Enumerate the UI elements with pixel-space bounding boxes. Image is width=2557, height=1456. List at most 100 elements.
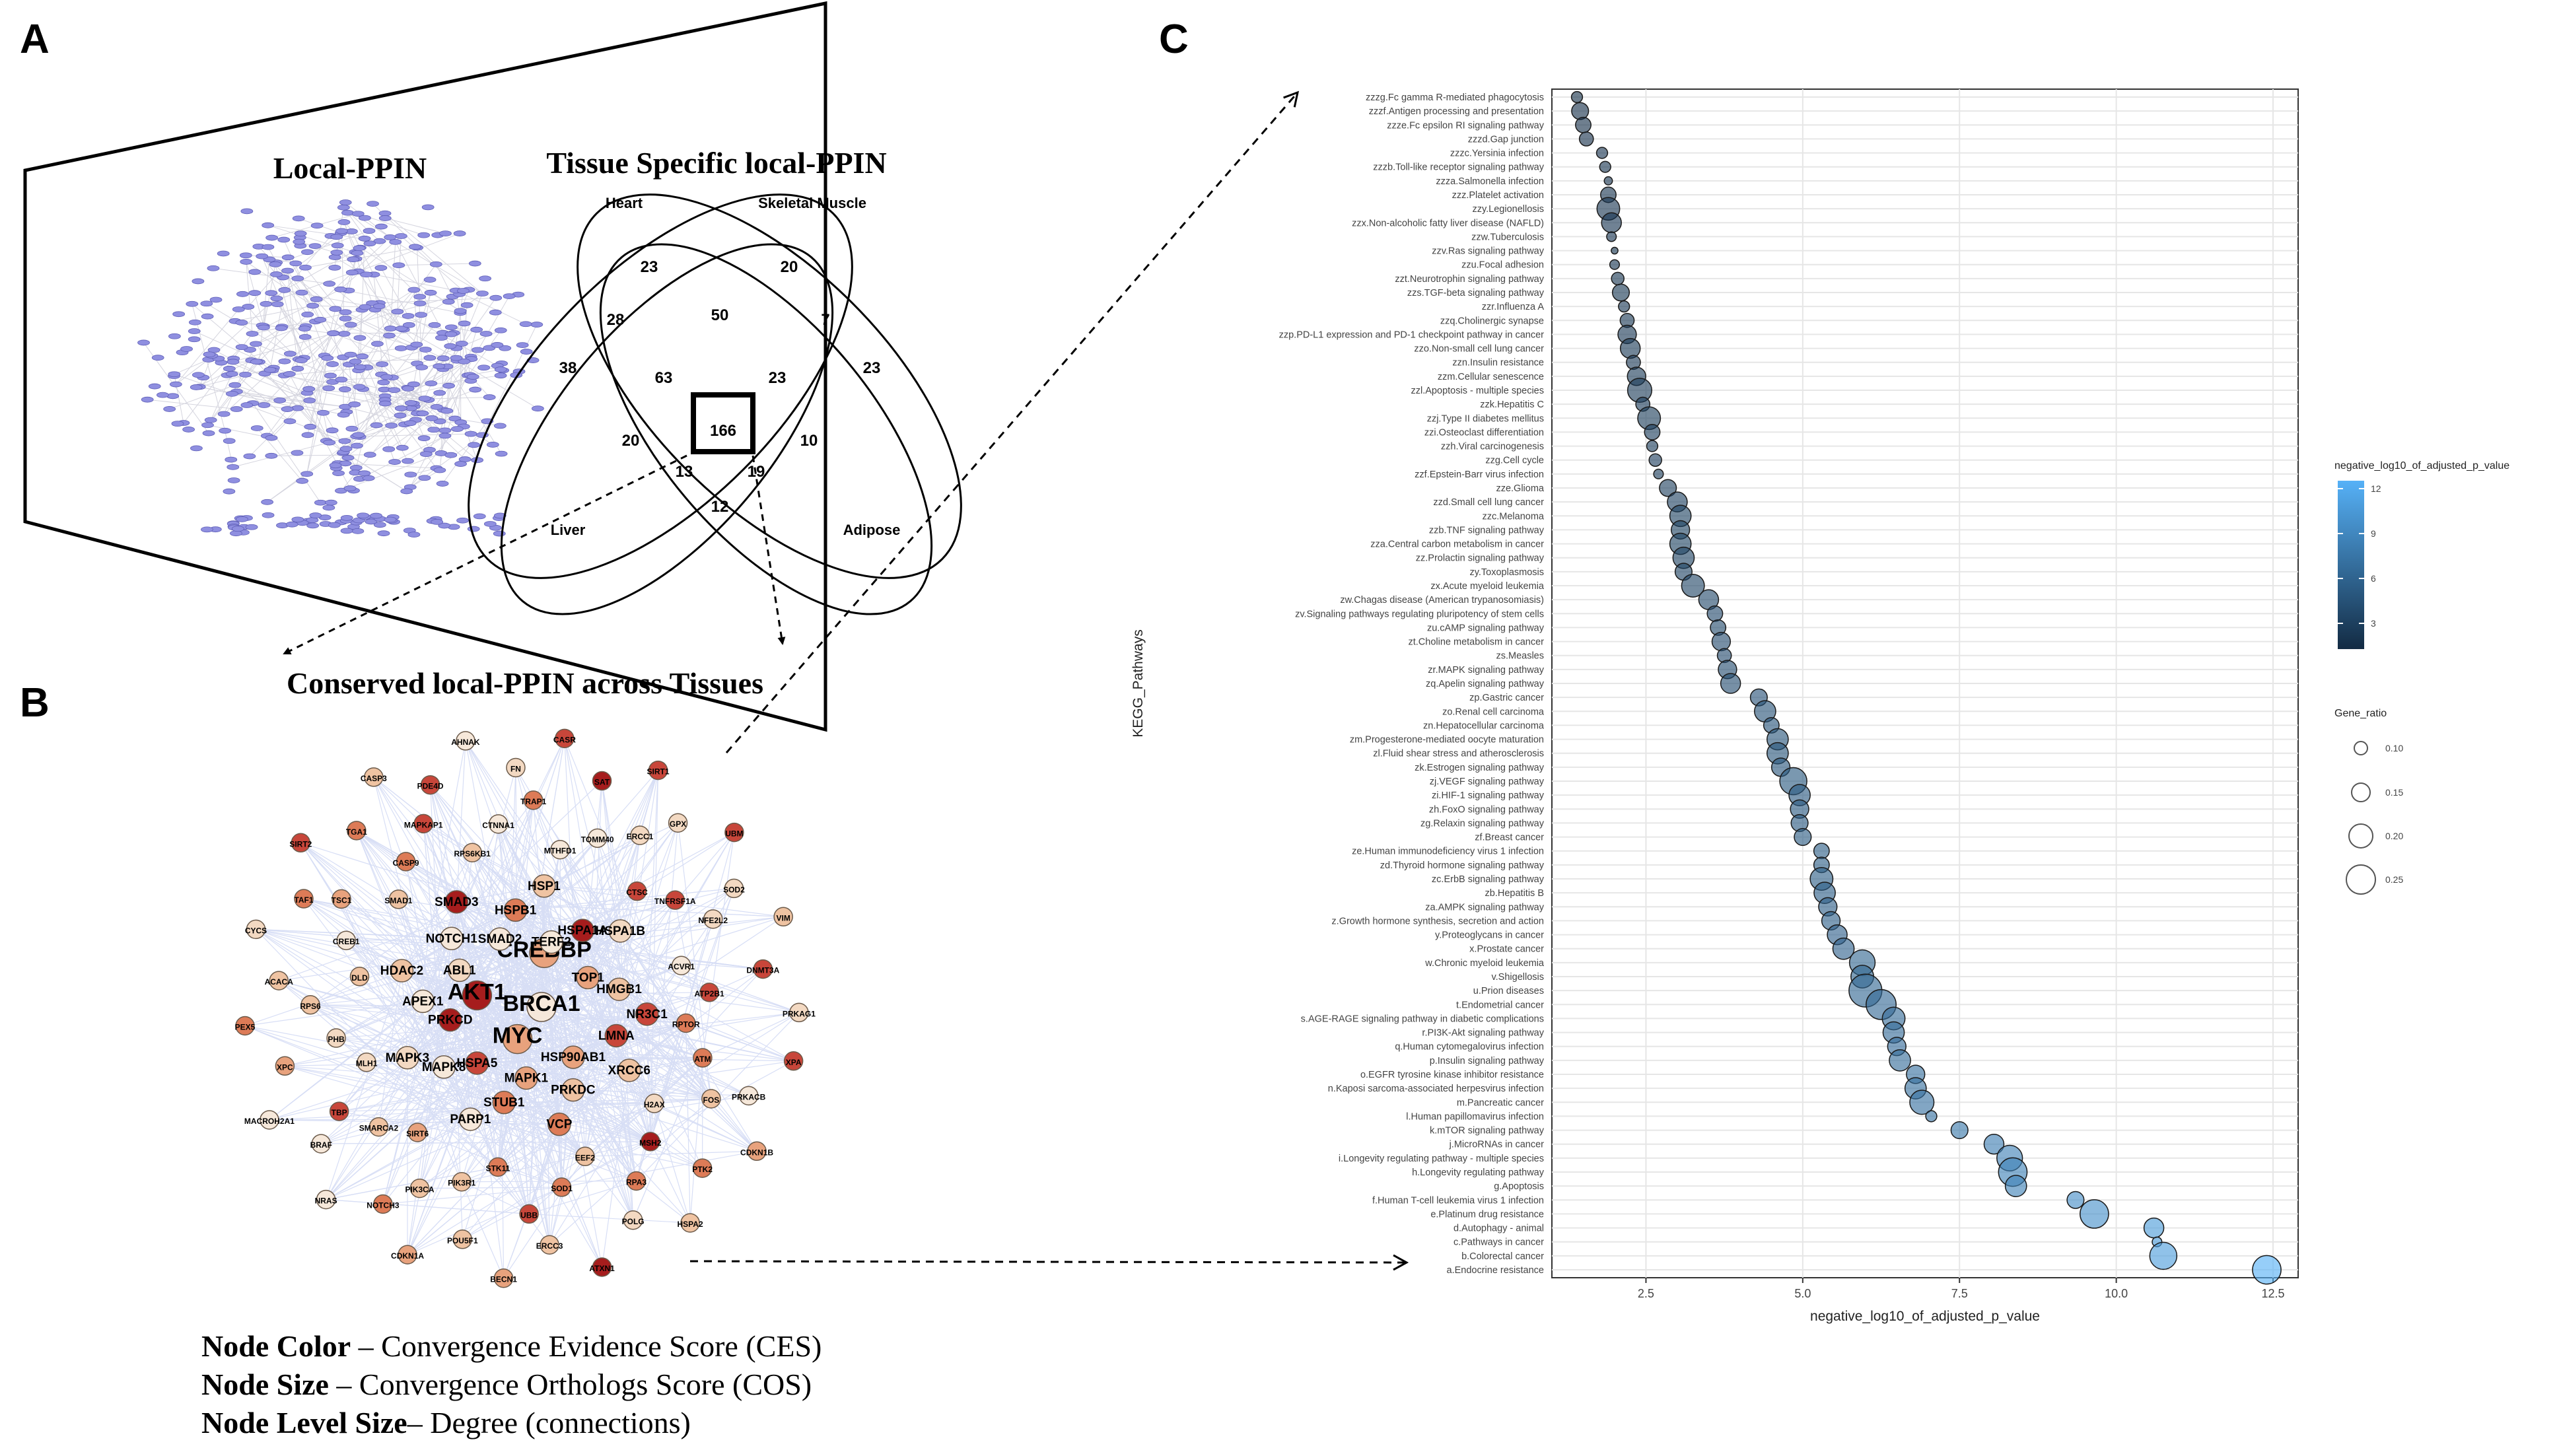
size-legend-label: 0.25 [2385,874,2403,885]
size-legend-key [2354,742,2367,755]
y-tick-label: z.Growth hormone synthesis, secretion an… [1331,916,1544,926]
y-tick-label: zzl.Apoptosis - multiple species [1411,386,1544,396]
y-tick-label: zzr.Influenza A [1482,302,1545,312]
network-node-label: XPC [277,1062,293,1072]
y-tick-label: zzy.Legionellosis [1472,204,1544,215]
network-node-label: CDKN1B [740,1148,773,1157]
network-node-label: MTHFD1 [544,847,577,856]
y-tick-label: zr.MAPK signaling pathway [1428,665,1544,676]
y-tick-label: g.Apoptosis [1494,1181,1544,1192]
y-tick-label: t.Endometrial cancer [1456,1000,1544,1010]
network-node-label: EEF2 [575,1153,595,1162]
network-node-label: PRKDC [551,1084,596,1097]
network-node-label: RPTOR [672,1020,700,1029]
venn-count: 23 [769,369,787,387]
data-point [1572,102,1589,120]
y-tick-label: za.AMPK signaling pathway [1425,902,1544,913]
y-tick-label: zze.Glioma [1496,483,1544,494]
y-tick-label: zzt.Neurotrophin signaling pathway [1395,274,1544,285]
network-node-label: FOS [703,1095,720,1105]
y-tick-label: zzp.PD-L1 expression and PD-1 checkpoint… [1279,329,1545,340]
network-node-label: HSPA2 [678,1220,703,1229]
dashed-arrow-to-b-right [753,456,783,644]
y-tick-label: e.Platinum drug resistance [1430,1209,1544,1220]
data-point [1580,132,1594,146]
y-tick-label: zz.Prolactin signaling pathway [1416,553,1545,564]
venn-count: 7 [821,311,829,329]
y-tick-label: zzq.Cholinergic synapse [1440,316,1544,326]
venn-count: 10 [800,432,818,450]
data-point [1597,147,1608,158]
venn-count: 13 [676,463,693,481]
network-node-label: CASR [553,735,576,744]
y-tick-label: f.Human T-cell leukemia virus 1 infectio… [1372,1195,1544,1206]
network-node-label: SIRT6 [406,1129,429,1138]
color-bar-label: 3 [2371,618,2376,629]
network-node-label: HSPA1B [595,924,645,938]
y-tick-label: zzj.Type II diabetes mellitus [1427,413,1544,424]
data-point [1647,440,1658,452]
panel-label-c: C [1159,17,1189,62]
network-node-label: DNMT3A [746,966,779,975]
network-node-label: BECN1 [490,1275,517,1284]
dashed-arrow-to-c-bottom [690,1261,1407,1263]
data-point [2067,1191,2084,1208]
network-node-label: POU5F1 [447,1236,478,1245]
data-point [1649,454,1662,466]
panel-b-legend: Node Color – Convergence Evidence Score … [201,1327,1060,1442]
legend-key: Node Size [201,1368,329,1401]
legend-desc: – Degree (connections) [407,1406,691,1439]
network-node-label: SIRT2 [289,839,312,849]
size-legend-key [2349,824,2373,848]
y-tick-label: zd.Thyroid hormone signaling pathway [1380,860,1545,871]
y-tick-label: o.EGFR tyrosine kinase inhibitor resista… [1360,1070,1544,1080]
network-node-label: ACVR1 [668,962,695,971]
y-tick-label: zzza.Salmonella infection [1436,176,1544,187]
size-legend-label: 0.20 [2385,831,2403,841]
color-legend-title: negative_log10_of_adjusted_p_value [2334,460,2509,471]
data-point [1576,118,1591,133]
network-node-label: UBB [520,1210,538,1220]
data-point [1926,1111,1937,1122]
network-node-label: HMGB1 [596,983,642,996]
legend-row-node-color: Node Color – Convergence Evidence Score … [201,1327,1060,1366]
y-tick-label: zzzb.Toll-like receptor signaling pathwa… [1373,162,1544,173]
y-tick-label: a.Endocrine resistance [1447,1265,1545,1276]
network-node-label: HSPB1 [495,903,537,917]
venn-label-liver: Liver [551,522,586,538]
color-bar-label: 12 [2371,483,2381,494]
y-tick-label: zza.Central carbon metabolism in cancer [1370,539,1544,550]
network-node-label: PHB [328,1035,345,1044]
network-node-label: SMARCA2 [359,1124,399,1133]
y-tick-label: i.Longevity regulating pathway - multipl… [1339,1154,1544,1164]
y-tick-label: m.Pancreatic cancer [1457,1097,1544,1108]
venn-label-heart: Heart [606,195,643,211]
y-tick-label: zs.Measles [1496,651,1544,662]
data-point [1889,1050,1910,1071]
network-node-label: NR3C1 [627,1008,668,1022]
legend-row-node-size: Node Size – Convergence Orthologs Score … [201,1366,1060,1404]
network-node-label: STUB1 [483,1096,525,1110]
y-tick-label: r.PI3K-Akt signaling pathway [1422,1028,1544,1039]
venn-count: 20 [622,432,640,450]
color-bar-label: 9 [2371,528,2376,539]
y-tick-label: zq.Apelin signaling pathway [1426,679,1545,689]
x-tick-label: 5.0 [1794,1287,1811,1300]
network-node-label: PRKAG1 [783,1009,816,1018]
data-point [1794,829,1811,846]
x-tick-label: 10.0 [2105,1287,2128,1300]
size-legend-label: 0.15 [2385,787,2403,798]
network-node-label: CASP9 [393,858,419,868]
network-node-label: SIRT1 [647,767,670,777]
data-point [1814,843,1829,858]
network-node-label: VCP [546,1118,572,1132]
network-node-label: LMNA [598,1029,635,1043]
y-tick-label: zzzf.Antigen processing and presentation [1369,106,1544,117]
network-node-label: MACROH2A1 [244,1117,295,1126]
y-tick-label: zm.Progesterone-mediated oocyte maturati… [1350,735,1544,745]
network-node-label: SOD2 [723,885,745,894]
conserved-ppin-title: Conserved local-PPIN across Tissues [287,666,763,700]
network-node-label: MLH1 [356,1059,378,1068]
network-node-label: CDKN1A [391,1251,424,1261]
